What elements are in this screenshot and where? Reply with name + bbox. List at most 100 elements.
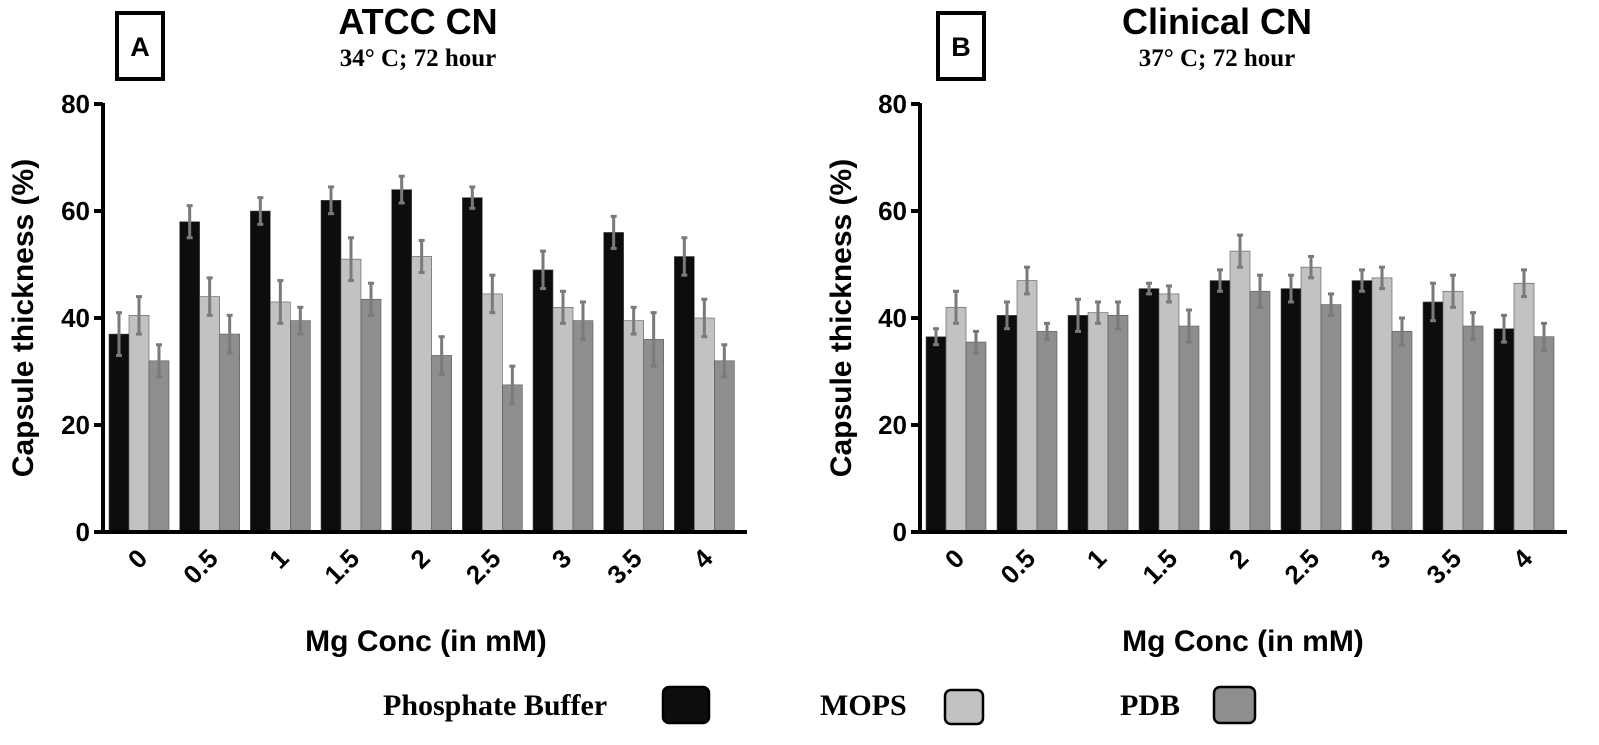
error-bar [721, 343, 728, 379]
bar [1320, 304, 1342, 533]
x-tick-label: 3 [546, 543, 577, 574]
error-bar [1399, 316, 1405, 347]
error-bar [1237, 233, 1243, 269]
error-bar [438, 335, 445, 376]
chart-subtitle: 37° C; 72 hour [1139, 45, 1296, 72]
bar [1422, 301, 1444, 533]
x-tick-label: 3.5 [1420, 543, 1467, 590]
bar [1280, 288, 1302, 533]
bar [674, 256, 695, 533]
bar [1107, 315, 1129, 533]
x-tick-label: 4 [1507, 543, 1539, 575]
error-bar [509, 364, 516, 406]
error-bar [489, 273, 496, 315]
panel-label: B [951, 32, 971, 62]
bar [1462, 325, 1484, 533]
x-tick-label: 2.5 [1278, 543, 1325, 590]
error-bar [1024, 265, 1030, 296]
error-bar [1521, 268, 1527, 299]
bar [1533, 336, 1555, 533]
error-bar [1044, 321, 1050, 341]
error-bar [156, 343, 162, 379]
y-tick-label: 20 [61, 410, 90, 440]
error-bar [1146, 281, 1152, 296]
bar [199, 296, 220, 533]
y-tick-label: 20 [878, 410, 907, 440]
error-bar [116, 311, 122, 357]
bar [1209, 280, 1231, 533]
bar [1158, 293, 1180, 533]
x-tick-label: 2 [404, 543, 435, 574]
bar [250, 210, 271, 533]
bar [1513, 282, 1535, 533]
x-tick-label: 1 [263, 543, 294, 574]
error-bar [701, 297, 708, 339]
error-bar [257, 196, 264, 226]
error-bar [418, 238, 425, 275]
bar [411, 256, 432, 533]
bar [1442, 290, 1464, 533]
legend-label-mops: MOPS [820, 689, 907, 722]
y-tick-label: 0 [76, 517, 90, 547]
bar [290, 320, 311, 533]
error-bar [1359, 268, 1365, 293]
error-bar [226, 313, 233, 355]
bar [482, 293, 503, 533]
y-tick-label: 60 [878, 196, 907, 226]
error-bar [580, 300, 586, 341]
x-tick-label: 0 [122, 543, 153, 574]
error-bar [1541, 321, 1547, 352]
bar [965, 341, 987, 533]
y-tick-label: 80 [878, 89, 907, 119]
bar [945, 306, 967, 533]
x-tick-label: 0.5 [177, 543, 224, 590]
error-bar [1328, 292, 1334, 317]
error-bar [973, 329, 979, 355]
bar [572, 320, 594, 533]
bar [270, 301, 291, 533]
x-tick-label: 3.5 [601, 543, 648, 590]
error-bar [1450, 273, 1456, 309]
x-tick-label: 1.5 [1136, 543, 1183, 590]
error-bar [328, 185, 334, 216]
error-bar [560, 289, 566, 325]
error-bar [1501, 313, 1507, 344]
x-tick-label: 1.5 [318, 543, 365, 590]
legend-swatch-pdb [1212, 685, 1257, 725]
legend-swatch-mops [943, 688, 985, 726]
x-tick-label: 2.5 [460, 543, 507, 590]
error-bar [540, 249, 546, 291]
x-tick-label: 4 [687, 543, 719, 575]
error-bar [681, 236, 688, 277]
x-tick-label: 3 [1365, 543, 1396, 574]
bar [219, 333, 240, 533]
panel-label: A [130, 32, 150, 62]
error-bar [650, 311, 657, 368]
error-bar [206, 276, 213, 317]
bar [108, 333, 130, 533]
bar [1249, 290, 1271, 533]
x-axis-label: Mg Conc (in mM) [1122, 625, 1364, 658]
error-bar [1075, 297, 1081, 333]
panel-label-box [936, 11, 986, 81]
error-bar [1288, 273, 1294, 304]
error-bar [630, 305, 637, 336]
chart-subtitle: 34° C; 72 hour [340, 45, 497, 72]
error-bar [1257, 273, 1263, 309]
bar [320, 200, 342, 533]
bar [1371, 277, 1393, 533]
bar [1138, 288, 1160, 533]
bar [179, 221, 200, 533]
bar [1178, 325, 1200, 533]
error-bar [1004, 300, 1010, 331]
x-tick-label: 0 [939, 543, 970, 574]
bar [925, 336, 947, 533]
error-bar [368, 281, 374, 317]
bar [996, 315, 1018, 533]
x-tick-label: 1 [1081, 543, 1112, 574]
error-bar [1115, 300, 1121, 331]
bar [462, 197, 483, 533]
